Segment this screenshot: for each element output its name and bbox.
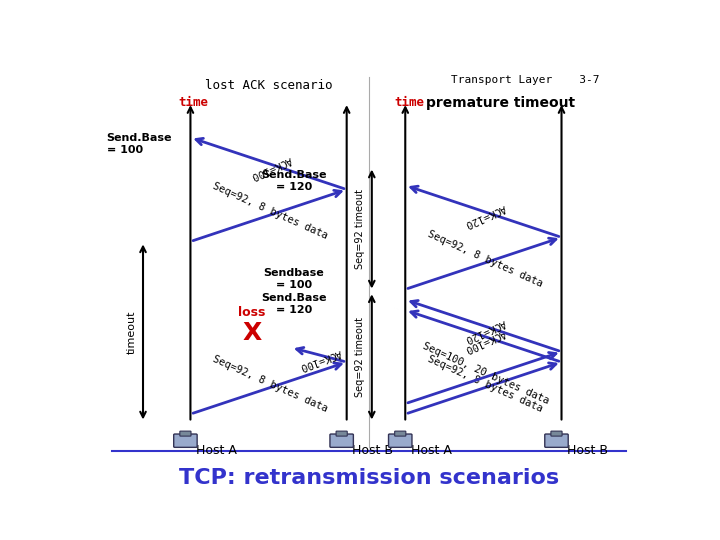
Text: Host A: Host A bbox=[411, 444, 451, 457]
Text: Sendbase
= 100
Send.Base
= 120: Sendbase = 100 Send.Base = 120 bbox=[261, 268, 326, 315]
Text: lost ACK scenario: lost ACK scenario bbox=[204, 79, 333, 92]
Text: X: X bbox=[242, 321, 261, 345]
Text: Host B: Host B bbox=[352, 444, 393, 457]
Text: ACK=120: ACK=120 bbox=[464, 317, 508, 344]
Text: TCP: retransmission scenarios: TCP: retransmission scenarios bbox=[179, 468, 559, 488]
Text: Seq=92, 8 bytes data: Seq=92, 8 bytes data bbox=[426, 229, 544, 289]
Text: Transport Layer    3-7: Transport Layer 3-7 bbox=[451, 75, 600, 85]
Text: time: time bbox=[394, 96, 424, 109]
Text: premature timeout: premature timeout bbox=[426, 96, 575, 110]
FancyBboxPatch shape bbox=[389, 434, 412, 447]
Text: Seq=92, 8 bytes data: Seq=92, 8 bytes data bbox=[426, 354, 544, 414]
Text: Seq=92, 8 bytes data: Seq=92, 8 bytes data bbox=[212, 181, 330, 241]
FancyBboxPatch shape bbox=[545, 434, 568, 447]
Text: Send.Base
= 100: Send.Base = 100 bbox=[107, 133, 172, 155]
Text: ACK=100: ACK=100 bbox=[464, 327, 508, 354]
Text: Seq=92 timeout: Seq=92 timeout bbox=[355, 317, 365, 397]
Text: Send.Base
= 120: Send.Base = 120 bbox=[261, 170, 326, 192]
Text: Host B: Host B bbox=[567, 444, 608, 457]
Text: time: time bbox=[179, 96, 208, 109]
FancyBboxPatch shape bbox=[551, 431, 562, 436]
Text: Host A: Host A bbox=[196, 444, 237, 457]
FancyBboxPatch shape bbox=[174, 434, 197, 447]
FancyBboxPatch shape bbox=[395, 431, 406, 436]
Text: loss: loss bbox=[238, 306, 266, 319]
FancyBboxPatch shape bbox=[336, 431, 347, 436]
Text: ACK=120: ACK=120 bbox=[464, 202, 508, 230]
Text: ACK=100: ACK=100 bbox=[298, 347, 343, 372]
Text: ACK=100: ACK=100 bbox=[248, 154, 292, 181]
Text: timeout: timeout bbox=[126, 310, 136, 354]
Text: Seq=92, 8 bytes data: Seq=92, 8 bytes data bbox=[212, 354, 330, 414]
FancyBboxPatch shape bbox=[180, 431, 191, 436]
FancyBboxPatch shape bbox=[330, 434, 354, 447]
Text: Seq=100, 20 bytes data: Seq=100, 20 bytes data bbox=[420, 341, 550, 406]
Text: Seq=92 timeout: Seq=92 timeout bbox=[355, 189, 365, 269]
